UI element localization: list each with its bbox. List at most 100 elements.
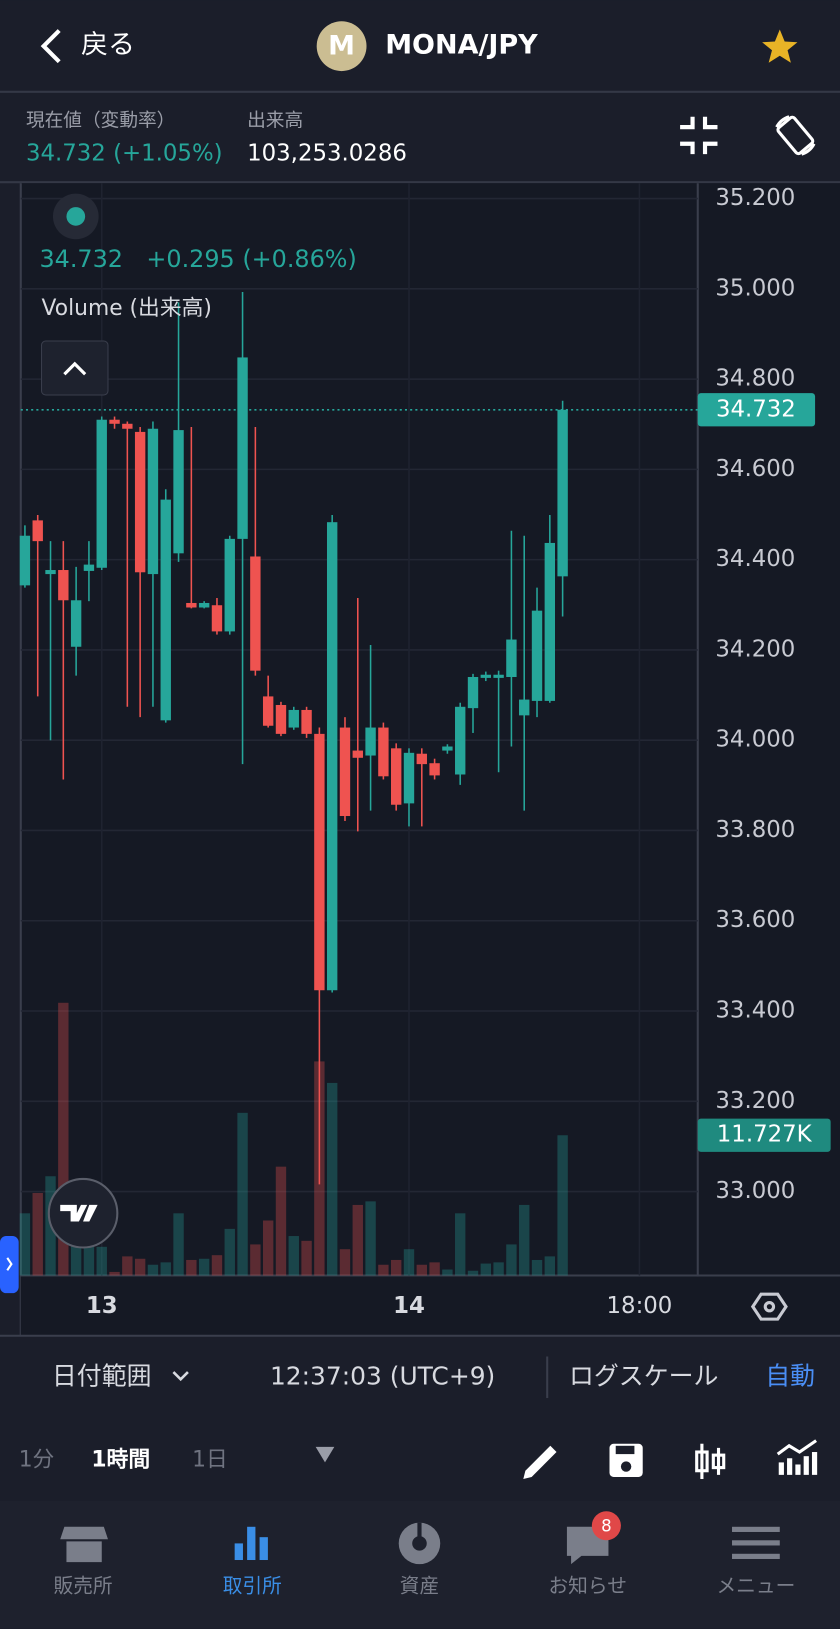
candle-body	[480, 674, 492, 678]
legend-price: 34.732	[39, 245, 123, 273]
candle-body	[455, 706, 466, 775]
candle-body	[70, 600, 82, 647]
volume-bar	[224, 1228, 235, 1276]
rotate-icon[interactable]	[775, 115, 816, 156]
volume-bar	[403, 1249, 415, 1276]
volume-bar	[352, 1204, 363, 1276]
candle-body	[493, 674, 504, 678]
volume-bar	[493, 1262, 504, 1276]
last-price-tag	[697, 393, 816, 427]
volume-bar	[442, 1269, 453, 1276]
y-tick-label: 33.400	[715, 998, 795, 1024]
volume-bar	[557, 1135, 568, 1276]
nav-label[interactable]: 取引所	[223, 1575, 282, 1598]
date-range[interactable]: 日付範囲	[52, 1361, 152, 1390]
side-tab[interactable]	[0, 1236, 19, 1294]
last-price-label: 34.732	[716, 396, 796, 422]
coin-logo-letter: M	[328, 31, 355, 62]
candle-body	[262, 696, 274, 726]
volume-bar	[173, 1213, 184, 1276]
save-icon[interactable]	[609, 1443, 643, 1477]
back-label[interactable]: 戻る	[81, 30, 135, 61]
coin-logo	[316, 21, 367, 72]
collapse-icon[interactable]	[680, 116, 718, 155]
back-arrow[interactable]	[40, 29, 61, 64]
y-tick-label: 35.000	[715, 275, 795, 301]
timeframe[interactable]: 1時間	[91, 1447, 150, 1472]
volume-bar	[211, 1255, 223, 1276]
draw-icon[interactable]	[523, 1445, 557, 1480]
nav-label[interactable]: 販売所	[53, 1575, 112, 1598]
volume-bar	[83, 1233, 95, 1276]
candle-body	[224, 538, 235, 632]
chart-pane	[20, 183, 698, 1276]
candle-body	[390, 748, 402, 805]
candle-body	[19, 535, 31, 586]
candle-body	[557, 409, 568, 577]
log-scale-toggle[interactable]: ログスケール	[569, 1361, 718, 1390]
collapse-legend-button[interactable]	[41, 340, 109, 396]
volume-bar	[390, 1259, 402, 1276]
volume-bar	[237, 1112, 248, 1276]
price-label: 現在値（変動率）	[26, 110, 175, 131]
volume-bar	[429, 1262, 440, 1276]
y-tick-label: 33.200	[715, 1088, 795, 1114]
nav-item[interactable]: 販売所	[53, 1526, 113, 1598]
y-tick-label: 33.800	[715, 817, 795, 843]
legend-change: +0.295 (+0.86%)	[146, 245, 356, 273]
candle-body	[122, 423, 133, 429]
nav-item[interactable]: 8 お知らせ	[548, 1511, 627, 1598]
volume-bar	[288, 1236, 299, 1276]
summary: 現在値（変動率） 34.732 (+1.05%) 出来高 103,253.028…	[26, 110, 816, 167]
volume-bar	[70, 1225, 82, 1276]
favorite-star[interactable]	[762, 29, 798, 63]
timeframe[interactable]: 1日	[192, 1447, 228, 1472]
timeframe[interactable]: 1分	[19, 1447, 55, 1472]
volume-bar	[326, 1082, 338, 1276]
candle-body	[352, 750, 363, 758]
y-tick-label: 34.400	[715, 546, 795, 572]
candle-body	[467, 676, 479, 709]
volume-title: Volume (出来高)	[42, 296, 212, 321]
candle-body	[237, 357, 248, 539]
volume-bar	[416, 1264, 427, 1276]
volume-bar	[378, 1264, 389, 1276]
status-dot	[66, 207, 86, 226]
volume-value: 103,253.0286	[247, 141, 407, 167]
badge	[591, 1511, 621, 1541]
volume-bar	[122, 1256, 133, 1276]
candle-body	[58, 570, 69, 601]
chart-settings[interactable]	[750, 1292, 788, 1321]
candle-body	[211, 605, 223, 632]
volume-bar	[186, 1259, 197, 1276]
volume-bar	[147, 1264, 159, 1276]
candle-type-icon[interactable]	[695, 1443, 726, 1480]
candle-body	[301, 709, 312, 734]
nav-label[interactable]: メニュー	[716, 1575, 795, 1598]
candle-body	[288, 709, 299, 728]
nav-label[interactable]: お知らせ	[548, 1575, 626, 1598]
indicator-icon[interactable]	[776, 1439, 818, 1475]
volume-bar	[339, 1249, 351, 1276]
y-tick-label: 34.600	[715, 456, 795, 482]
nav-label[interactable]: 資産	[400, 1575, 439, 1598]
tradingview-logo[interactable]	[47, 1177, 119, 1249]
auto-scale-toggle[interactable]: 自動	[765, 1361, 815, 1390]
candle-body	[147, 428, 159, 575]
nav-item[interactable]: メニュー	[716, 1526, 795, 1598]
y-tick-label: 34.200	[715, 636, 795, 662]
nav-item[interactable]: 取引所	[223, 1526, 282, 1598]
volume-bar	[198, 1258, 210, 1276]
price-value: 34.732 (+1.05%)	[26, 141, 223, 167]
volume-bar	[58, 1002, 69, 1276]
candle-body	[442, 746, 453, 751]
nav-item[interactable]: 資産	[398, 1522, 441, 1598]
candle-body	[544, 542, 556, 701]
timeframe-dropdown[interactable]	[315, 1446, 335, 1463]
volume-bar	[19, 1213, 31, 1276]
volume-bar	[32, 1192, 43, 1276]
candle-body	[416, 753, 427, 765]
volume-bar	[134, 1258, 146, 1276]
